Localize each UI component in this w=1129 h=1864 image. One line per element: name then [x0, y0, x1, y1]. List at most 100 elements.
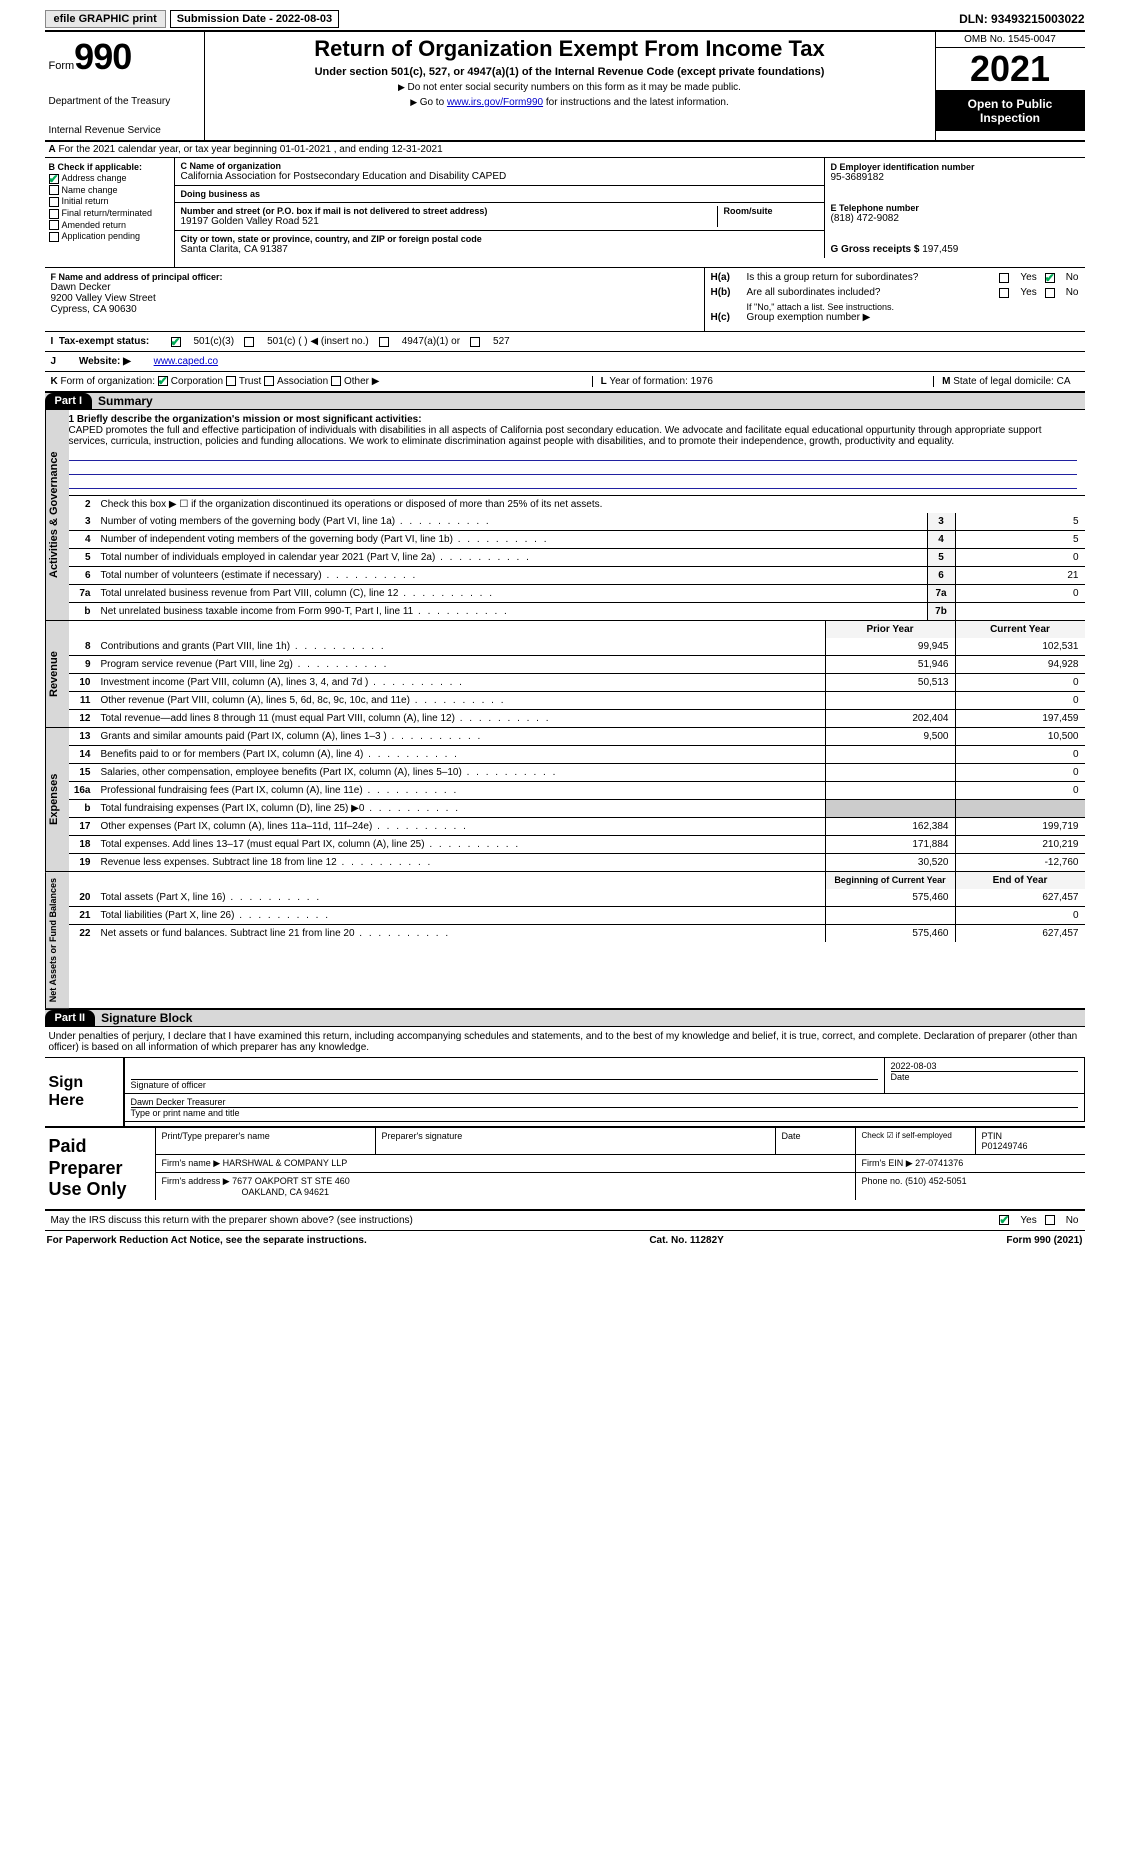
instructions-suffix: for instructions and the latest informat… — [543, 97, 729, 108]
officer-name: Dawn Decker — [51, 282, 698, 293]
may-irs-text: May the IRS discuss this return with the… — [51, 1215, 413, 1226]
form-prefix: Form — [49, 60, 75, 72]
check-self-employed: Check ☑ if self-employed — [855, 1128, 975, 1154]
dba-label: Doing business as — [181, 189, 818, 199]
may-irs-yes-checkbox[interactable] — [999, 1215, 1009, 1225]
gross-label: G Gross receipts $ — [831, 244, 920, 255]
row-l-text: Year of formation: 1976 — [609, 376, 713, 387]
row-a-label: A — [49, 144, 56, 155]
phone-label: E Telephone number — [831, 203, 1079, 213]
ha-no-checkbox[interactable] — [1045, 273, 1055, 283]
row-i-label: I — [51, 336, 54, 347]
prior-year-header: Prior Year — [825, 621, 955, 638]
row-j-website: J Website: ▶ www.caped.co — [45, 352, 1085, 372]
mission-line-3 — [69, 477, 1077, 489]
cbx-501c[interactable] — [244, 337, 254, 347]
may-irs-yes: Yes — [1020, 1215, 1036, 1226]
footer: For Paperwork Reduction Act Notice, see … — [45, 1231, 1085, 1250]
col-f-officer: F Name and address of principal officer:… — [45, 268, 705, 331]
vtab-expenses: Expenses — [45, 728, 69, 871]
row-i-text: Tax-exempt status: — [59, 336, 149, 347]
may-irs-no-checkbox[interactable] — [1045, 1215, 1055, 1225]
pra-notice: For Paperwork Reduction Act Notice, see … — [47, 1235, 367, 1246]
top-toolbar: efile GRAPHIC print Submission Date - 20… — [45, 10, 1085, 32]
sig-officer-label: Signature of officer — [131, 1079, 878, 1090]
row-i-tax-status: I Tax-exempt status: 501(c)(3) 501(c) ( … — [45, 332, 1085, 352]
cbx-4947[interactable] — [379, 337, 389, 347]
opt-4947: 4947(a)(1) or — [402, 336, 460, 347]
firm-addr1: 7677 OAKPORT ST STE 460 — [232, 1176, 350, 1186]
row-j-label: J — [51, 356, 57, 367]
mission-line-1 — [69, 449, 1077, 461]
part-i-badge: Part I — [45, 393, 93, 409]
cbx-501c3[interactable] — [171, 337, 181, 347]
cbx-association[interactable] — [264, 376, 274, 386]
hb-yes-checkbox[interactable] — [999, 288, 1009, 298]
cbx-527[interactable] — [470, 337, 480, 347]
row-a-text: For the 2021 calendar year, or tax year … — [59, 144, 443, 155]
cbx-name-change[interactable]: Name change — [49, 185, 170, 196]
row-l-label: L — [601, 376, 607, 387]
opt-other: Other ▶ — [344, 376, 379, 387]
website-link[interactable]: www.caped.co — [154, 356, 218, 367]
prep-sig-label: Preparer's signature — [375, 1128, 775, 1154]
irs-gov-link[interactable]: www.irs.gov/Form990 — [447, 97, 543, 108]
instructions-link-row: Go to www.irs.gov/Form990 for instructio… — [213, 97, 927, 108]
gross-value: 197,459 — [922, 244, 958, 255]
row-m-label: M — [942, 376, 950, 387]
submission-date: Submission Date - 2022-08-03 — [170, 10, 339, 28]
may-irs-no: No — [1066, 1215, 1079, 1226]
ein-label: D Employer identification number — [831, 162, 1079, 172]
ptin-value: P01249746 — [982, 1141, 1079, 1151]
city-value: Santa Clarita, CA 91387 — [181, 244, 818, 255]
efile-print-button[interactable]: efile GRAPHIC print — [45, 10, 166, 28]
ein-value: 95-3689182 — [831, 172, 1079, 183]
row-a-period: A For the 2021 calendar year, or tax yea… — [45, 142, 1085, 158]
vtab-netassets: Net Assets or Fund Balances — [45, 872, 69, 1008]
cbx-initial-return[interactable]: Initial return — [49, 196, 170, 207]
ha-yes-checkbox[interactable] — [999, 273, 1009, 283]
org-name: California Association for Postsecondary… — [181, 171, 818, 182]
form-footer: Form 990 (2021) — [1006, 1235, 1082, 1246]
officer-addr2: Cypress, CA 90630 — [51, 304, 698, 315]
org-name-label: C Name of organization — [181, 161, 818, 171]
hb-no-checkbox[interactable] — [1045, 288, 1055, 298]
firm-phone-value: (510) 452-5051 — [905, 1176, 967, 1186]
street-label: Number and street (or P.O. box if mail i… — [181, 206, 711, 216]
room-label: Room/suite — [724, 206, 818, 216]
paid-preparer-label: Paid Preparer Use Only — [45, 1128, 155, 1209]
department-label: Department of the Treasury — [49, 96, 200, 107]
row-m-text: State of legal domicile: CA — [953, 376, 1070, 387]
firm-name-value: HARSHWAL & COMPANY LLP — [223, 1158, 348, 1168]
cbx-corporation[interactable] — [158, 376, 168, 386]
open-public-badge: Open to Public Inspection — [936, 91, 1085, 131]
hc-text: Group exemption number ▶ — [747, 312, 1079, 323]
sig-date-value: 2022-08-03 — [891, 1061, 1078, 1071]
opt-501c3: 501(c)(3) — [194, 336, 235, 347]
street-value: 19197 Golden Valley Road 521 — [181, 216, 711, 227]
header-center: Return of Organization Exempt From Incom… — [205, 32, 935, 140]
cbx-amended-return[interactable]: Amended return — [49, 220, 170, 231]
cbx-final-return[interactable]: Final return/terminated — [49, 208, 170, 219]
row-k-form-org: K Form of organization: Corporation Trus… — [45, 372, 1085, 392]
officer-label: F Name and address of principal officer: — [51, 272, 698, 282]
city-label: City or town, state or province, country… — [181, 234, 818, 244]
cbx-application-pending[interactable]: Application pending — [49, 231, 170, 242]
omb-number: OMB No. 1545-0047 — [936, 32, 1085, 48]
go-to-text: Go to — [420, 97, 447, 108]
cbx-other[interactable] — [331, 376, 341, 386]
row-j-text: Website: ▶ — [79, 356, 131, 367]
hc-label: H(c) — [711, 312, 747, 323]
yes-label: Yes — [1020, 272, 1036, 283]
col-d-ein-phone: D Employer identification number 95-3689… — [825, 158, 1085, 267]
ha-text: Is this a group return for subordinates? — [747, 272, 1000, 283]
part-i-title: Summary — [92, 394, 153, 408]
vtab-governance: Activities & Governance — [45, 410, 69, 620]
tax-year: 2021 — [936, 48, 1085, 91]
may-irs-row: May the IRS discuss this return with the… — [45, 1211, 1085, 1231]
cbx-address-change[interactable]: Address change — [49, 173, 170, 184]
opt-527: 527 — [493, 336, 510, 347]
form-subtitle: Under section 501(c), 527, or 4947(a)(1)… — [213, 66, 927, 78]
cbx-trust[interactable] — [226, 376, 236, 386]
prep-date-label: Date — [775, 1128, 855, 1154]
